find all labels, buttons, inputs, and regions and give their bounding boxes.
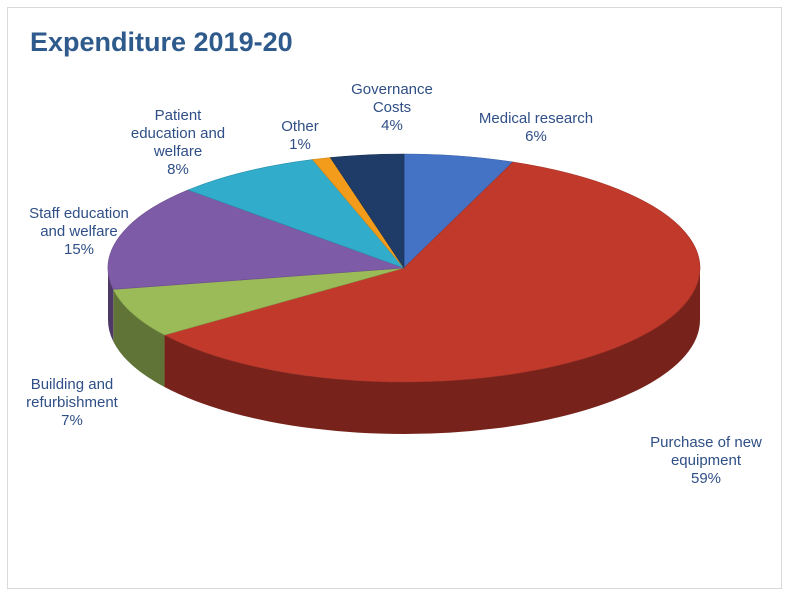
slice-label: Governance Costs 4%	[351, 81, 433, 135]
pie-slice-side	[108, 268, 114, 342]
slice-label-name: welfare	[153, 143, 203, 160]
pie-slice-side	[164, 268, 700, 434]
slice-label-name: Costs	[372, 99, 412, 116]
slice-label-percent: 59%	[690, 470, 722, 487]
slice-label-percent: 6%	[525, 128, 547, 145]
slice-label-percent: 8%	[167, 161, 189, 178]
slice-label: Purchase of new equipment 59%	[650, 434, 762, 488]
slice-label-name: and welfare	[40, 223, 118, 240]
slice-label-name: Staff education	[29, 205, 129, 222]
slice-label-percent: 1%	[289, 136, 311, 153]
slice-label-name: Patient	[154, 107, 202, 124]
slice-label: Building and refurbishment 7%	[26, 376, 118, 430]
slice-label: Staff education and welfare 15%	[29, 205, 129, 259]
slice-label-name: Other	[281, 118, 319, 135]
slice-label-percent: 4%	[381, 117, 403, 134]
pie-slice	[187, 159, 405, 269]
slice-label-name: education and	[130, 125, 226, 142]
slice-label: Patient education and welfare 8%	[131, 107, 225, 179]
pie-slice	[163, 161, 701, 383]
slice-label-name: equipment	[670, 452, 742, 469]
pie-slice-side	[113, 289, 165, 388]
slice-label-name: Building and	[30, 376, 114, 393]
slice-label-percent: 15%	[63, 241, 95, 258]
chart-title: Expenditure 2019-20	[30, 27, 293, 57]
slice-label: Other 1%	[281, 118, 319, 154]
pie-slice	[112, 267, 405, 336]
slice-label-name: refurbishment	[26, 394, 118, 411]
pie-slice	[329, 153, 405, 269]
slice-label: Medical research 6%	[479, 110, 593, 146]
slice-label-name: Governance	[351, 81, 433, 98]
slice-label-name: Medical research	[478, 110, 594, 127]
slice-label-percent: 7%	[61, 412, 83, 429]
slice-label-name: Purchase of new	[650, 434, 762, 451]
pie-slice	[107, 189, 405, 290]
